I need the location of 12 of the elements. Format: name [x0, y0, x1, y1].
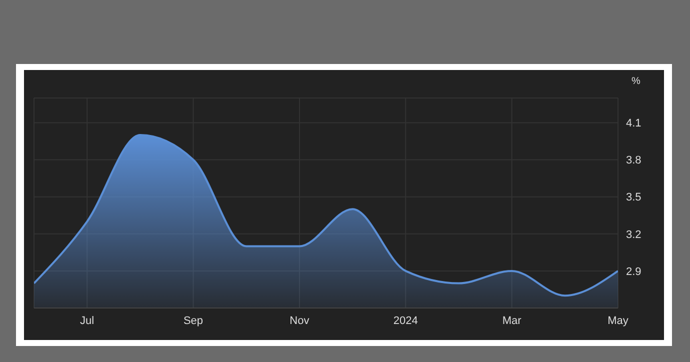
- x-tick-label: Sep: [183, 314, 204, 327]
- y-tick-label: 3.2: [626, 228, 642, 241]
- y-tick-label: 4.1: [626, 118, 642, 130]
- x-tick-label: May: [608, 314, 629, 327]
- y-axis-title: %: [632, 76, 641, 87]
- x-tick-label: Mar: [502, 314, 522, 327]
- x-tick-label: Jul: [80, 314, 94, 327]
- x-tick-label: Nov: [290, 314, 310, 327]
- y-tick-label: 3.5: [626, 192, 642, 204]
- x-tick-label: 2024: [393, 314, 418, 327]
- y-tick-label: 3.8: [626, 154, 642, 167]
- y-tick-label: 2.9: [626, 266, 642, 278]
